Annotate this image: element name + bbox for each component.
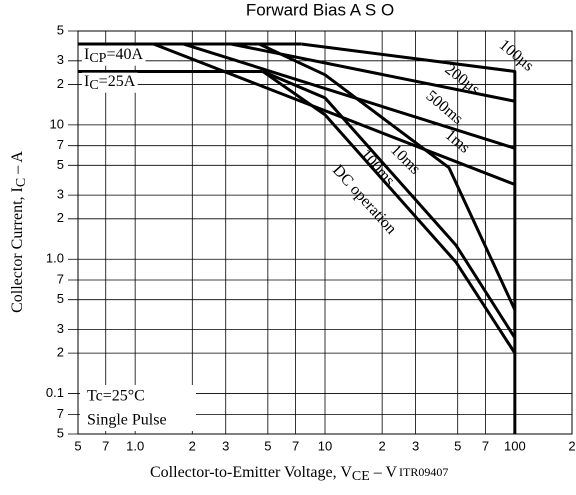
x-tick-label: 3 (412, 438, 419, 453)
x-tick-label: 5 (74, 438, 81, 453)
y-tick-label: 7 (57, 271, 64, 286)
x-tick-label: 100 (504, 438, 526, 453)
label-part: Collector Current, I (9, 187, 26, 313)
x-tick-label: 5 (264, 438, 271, 453)
curve-label: ICP=40A (84, 46, 143, 66)
curve-label: IC=25A (84, 73, 136, 93)
curve-label: 1ms (442, 126, 473, 156)
y-tick-label: 7 (57, 137, 64, 152)
label-part: CP (89, 51, 106, 66)
label-part: =40A (106, 46, 143, 63)
y-tick-label: 7 (57, 406, 64, 421)
y-tick-label: 3 (57, 187, 64, 202)
label-bg (82, 72, 138, 93)
y-tick-label: 0.1 (46, 385, 64, 400)
label-part: – A (9, 151, 26, 178)
x-tick-label: 7 (482, 438, 489, 453)
y-tick-label: 5 (57, 157, 64, 172)
curve (153, 42, 516, 186)
curve (183, 42, 516, 150)
y-tick-label: 2 (57, 210, 64, 225)
y-axis-label: Collector Current, IC – A (9, 151, 29, 313)
x-tick-label: 3 (222, 438, 229, 453)
x-tick-label: 10 (318, 438, 332, 453)
y-tick-label: 3 (57, 321, 64, 336)
x-tick-label: 2 (189, 438, 196, 453)
x-tick-label: 7 (292, 438, 299, 453)
label-part: C (14, 178, 29, 187)
curve (262, 70, 517, 339)
label-bg (82, 45, 146, 66)
label-part: – V (370, 464, 398, 481)
x-axis-label: Collector-to-Emitter Voltage, VCE – V ITR… (150, 464, 448, 484)
annotation: Single Pulse (87, 412, 167, 429)
x-tick-label: 2 (379, 438, 386, 453)
label-part: C (89, 78, 98, 93)
annotation-box (80, 385, 196, 431)
annotation: Tc=25°C (87, 388, 145, 405)
x-tick-label: 5 (454, 438, 461, 453)
label-part: Collector-to-Emitter Voltage, V (150, 464, 352, 481)
y-tick-label: 5 (57, 291, 64, 306)
curve (301, 42, 517, 434)
label-part: I (84, 73, 89, 90)
label-part: I (84, 46, 89, 63)
label-part: CE (352, 469, 370, 484)
x-tick-label: 2 (568, 438, 575, 453)
y-tick-label: 3 (57, 52, 64, 67)
x-tick-label: 1.0 (126, 438, 144, 453)
label-part: =25A (99, 73, 136, 90)
label-part: 1ms (442, 126, 473, 156)
plot-frame (77, 30, 573, 435)
y-tick-label: 5 (57, 425, 64, 440)
x-tick-label: 7 (102, 438, 109, 453)
y-tick-label: 5 (57, 22, 64, 37)
y-tick-label: 2 (57, 345, 64, 360)
chart-title: Forward Bias A S O (246, 0, 394, 19)
chart-code: ITR09407 (399, 465, 448, 479)
curve (261, 70, 517, 354)
y-tick-label: 2 (57, 76, 64, 91)
y-tick-label: 10 (50, 116, 64, 131)
y-tick-label: 1.0 (46, 251, 64, 266)
curve (258, 42, 517, 311)
